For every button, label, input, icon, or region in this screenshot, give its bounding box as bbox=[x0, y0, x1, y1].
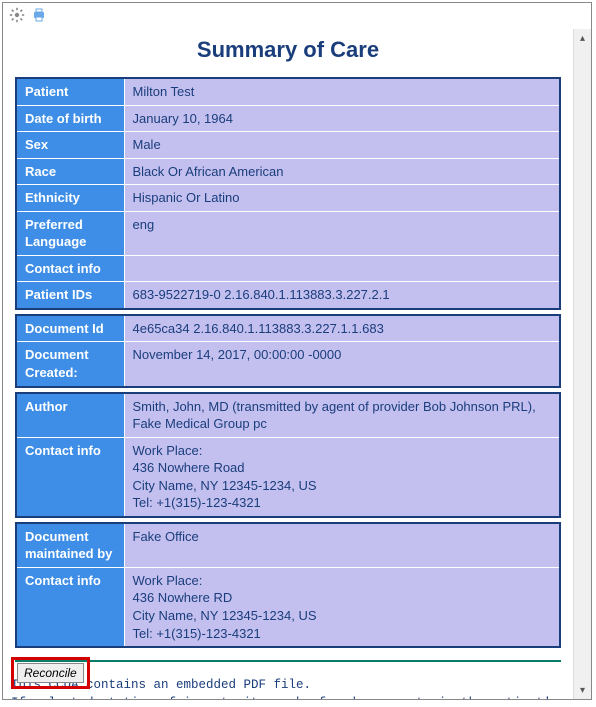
document-label: Document Created: bbox=[16, 342, 124, 387]
author-value: Smith, John, MD (transmitted by agent of… bbox=[124, 393, 560, 438]
patient-label: Patient IDs bbox=[16, 282, 124, 309]
patient-value: 683-9522719-0 2.16.840.1.113883.3.227.2.… bbox=[124, 282, 560, 309]
patient-table: PatientMilton TestDate of birthJanuary 1… bbox=[15, 77, 561, 310]
document-area: Summary of Care PatientMilton TestDate o… bbox=[3, 29, 573, 699]
patient-value bbox=[124, 255, 560, 282]
scroll-up-icon[interactable]: ▴ bbox=[574, 29, 591, 47]
patient-label: Contact info bbox=[16, 255, 124, 282]
window-frame: Summary of Care PatientMilton TestDate o… bbox=[2, 2, 592, 700]
patient-value: Male bbox=[124, 132, 560, 159]
reconcile-button[interactable]: Reconcile bbox=[17, 663, 84, 683]
table-row: AuthorSmith, John, MD (transmitted by ag… bbox=[16, 393, 560, 438]
author-value: Work Place:436 Nowhere RoadCity Name, NY… bbox=[124, 437, 560, 517]
maintained-value: Work Place:436 Nowhere RDCity Name, NY 1… bbox=[124, 567, 560, 647]
author-label: Author bbox=[16, 393, 124, 438]
scroll-down-icon[interactable]: ▾ bbox=[574, 681, 591, 699]
table-row: Contact infoWork Place:436 Nowhere RDCit… bbox=[16, 567, 560, 647]
table-row: Patient IDs683-9522719-0 2.16.840.1.1138… bbox=[16, 282, 560, 309]
gear-icon[interactable] bbox=[9, 7, 25, 26]
patient-label: Race bbox=[16, 158, 124, 185]
ccda-note: This CCDA contains an embedded PDF file.… bbox=[11, 676, 561, 699]
patient-value: Milton Test bbox=[124, 78, 560, 105]
note-line-2: If selected at time of import, it can be… bbox=[11, 696, 566, 699]
table-row: RaceBlack Or African American bbox=[16, 158, 560, 185]
patient-value: January 10, 1964 bbox=[124, 105, 560, 132]
table-row: PatientMilton Test bbox=[16, 78, 560, 105]
section-divider bbox=[15, 660, 561, 662]
table-row: Document Id4e65ca34 2.16.840.1.113883.3.… bbox=[16, 315, 560, 342]
document-value: November 14, 2017, 00:00:00 -0000 bbox=[124, 342, 560, 387]
patient-value: eng bbox=[124, 211, 560, 255]
table-row: Preferred Languageeng bbox=[16, 211, 560, 255]
maintained-table: Document maintained byFake OfficeContact… bbox=[15, 522, 561, 648]
patient-label: Ethnicity bbox=[16, 185, 124, 212]
document-table: Document Id4e65ca34 2.16.840.1.113883.3.… bbox=[15, 314, 561, 388]
page-title: Summary of Care bbox=[15, 37, 561, 63]
patient-value: Hispanic Or Latino bbox=[124, 185, 560, 212]
table-row: Document Created:November 14, 2017, 00:0… bbox=[16, 342, 560, 387]
patient-value: Black Or African American bbox=[124, 158, 560, 185]
table-row: Document maintained byFake Office bbox=[16, 523, 560, 568]
maintained-label: Document maintained by bbox=[16, 523, 124, 568]
patient-label: Preferred Language bbox=[16, 211, 124, 255]
table-row: Contact infoWork Place:436 Nowhere RoadC… bbox=[16, 437, 560, 517]
maintained-label: Contact info bbox=[16, 567, 124, 647]
patient-label: Date of birth bbox=[16, 105, 124, 132]
table-row: Date of birthJanuary 10, 1964 bbox=[16, 105, 560, 132]
table-row: SexMale bbox=[16, 132, 560, 159]
author-table: AuthorSmith, John, MD (transmitted by ag… bbox=[15, 392, 561, 518]
vertical-scrollbar[interactable]: ▴ ▾ bbox=[573, 29, 591, 699]
patient-label: Sex bbox=[16, 132, 124, 159]
document-label: Document Id bbox=[16, 315, 124, 342]
patient-label: Patient bbox=[16, 78, 124, 105]
document-value: 4e65ca34 2.16.840.1.113883.3.227.1.1.683 bbox=[124, 315, 560, 342]
table-row: Contact info bbox=[16, 255, 560, 282]
maintained-value: Fake Office bbox=[124, 523, 560, 568]
toolbar bbox=[3, 3, 591, 30]
reconcile-highlight: Reconcile bbox=[11, 657, 90, 689]
print-icon[interactable] bbox=[31, 7, 47, 26]
author-label: Contact info bbox=[16, 437, 124, 517]
table-row: EthnicityHispanic Or Latino bbox=[16, 185, 560, 212]
content-wrap: Summary of Care PatientMilton TestDate o… bbox=[3, 29, 591, 699]
